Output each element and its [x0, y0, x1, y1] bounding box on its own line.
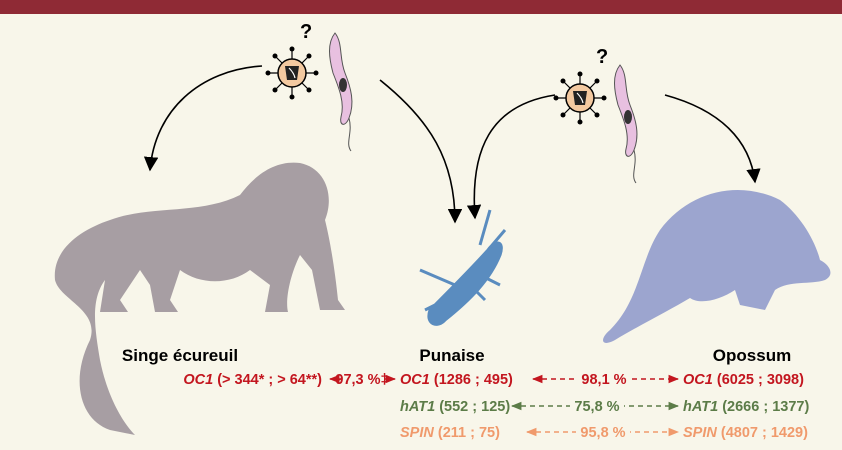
element-row: hAT1 (552 ; 125) 75,8 % hAT1 (2666 ; 137…	[400, 397, 809, 415]
gene: SPIN	[683, 425, 717, 441]
counts: (4807 ; 1429)	[721, 425, 808, 441]
counts: (1286 ; 495)	[434, 372, 513, 388]
gene: hAT1	[683, 399, 718, 415]
gene: hAT1	[400, 399, 435, 415]
gene-entry: SPIN (211 ; 75)	[400, 425, 500, 441]
gene-entry: hAT1 (2666 ; 1377)	[683, 399, 809, 415]
gene: OC1	[183, 372, 213, 388]
counts: (> 344* ; > 64**)	[217, 372, 322, 388]
element-row: SPIN (211 ; 75) 95,8 % SPIN (4807 ; 1429…	[400, 423, 808, 441]
identity: 97,3 %‡	[335, 372, 388, 388]
gene-entry: OC1 (> 344* ; > 64**)	[183, 372, 322, 388]
counts: (6025 ; 3098)	[717, 372, 804, 388]
gene: OC1	[400, 372, 430, 388]
identity: 98,1 %	[581, 372, 626, 388]
gene: OC1	[683, 372, 713, 388]
species-label: Punaise	[419, 346, 484, 365]
counts: (211 ; 75)	[438, 425, 500, 441]
figure: ? ? Singe écureuil Punaise Opossum OC1 (…	[0, 0, 842, 450]
identity: 95,8 %	[580, 425, 625, 441]
species-label: Opossum	[713, 346, 791, 365]
gene-entry: OC1 (1286 ; 495)	[400, 372, 513, 388]
counts: (552 ; 125)	[439, 399, 510, 415]
question-mark: ?	[596, 46, 608, 68]
element-row: OC1 (> 344* ; > 64**) 97,3 %‡ OC1 (1286 …	[183, 370, 804, 388]
gene-entry: SPIN (4807 ; 1429)	[683, 425, 808, 441]
top-bar	[0, 0, 842, 14]
counts: (2666 ; 1377)	[722, 399, 809, 415]
gene: SPIN	[400, 425, 434, 441]
species-label: Singe écureuil	[122, 346, 238, 365]
gene-entry: hAT1 (552 ; 125)	[400, 399, 510, 415]
gene-entry: OC1 (6025 ; 3098)	[683, 372, 804, 388]
question-mark: ?	[300, 21, 312, 43]
identity: 75,8 %	[574, 399, 619, 415]
